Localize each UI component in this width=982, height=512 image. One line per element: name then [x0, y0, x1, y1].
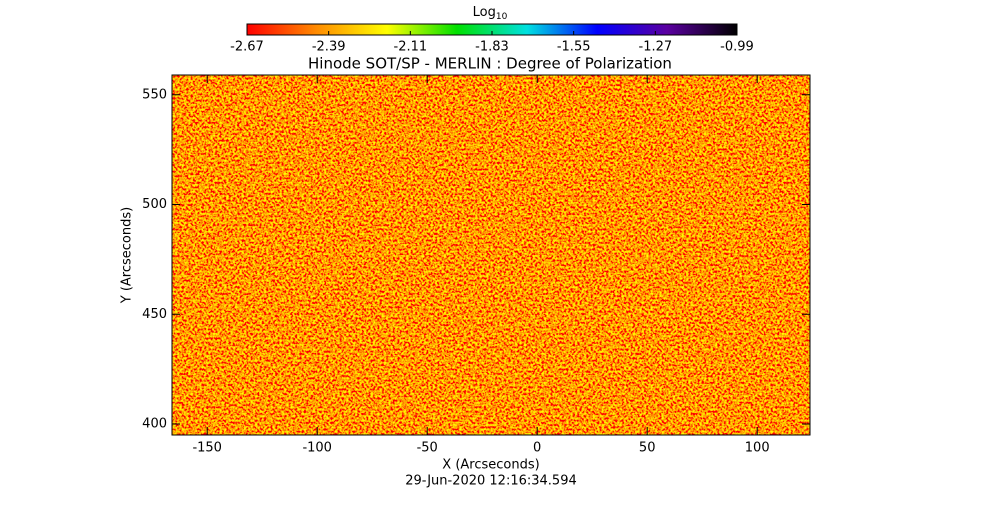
- x-tick-label: 50: [639, 441, 656, 456]
- footer-timestamp: 29-Jun-2020 12:16:34.594: [405, 474, 577, 489]
- y-axis-label: Y (Arcseconds): [120, 207, 135, 304]
- y-tick-label: 400: [142, 417, 167, 432]
- x-tick-label: -100: [302, 441, 332, 456]
- x-axis-label: X (Arcseconds): [442, 458, 539, 473]
- y-tick-label: 500: [142, 197, 167, 212]
- colorbar-tick-label: -2.11: [394, 40, 428, 55]
- x-tick-label: 0: [533, 441, 541, 456]
- colorbar-tick-label: -0.99: [720, 40, 754, 55]
- colorbar-label: Log10: [473, 5, 508, 22]
- chart-title: Hinode SOT/SP - MERLIN : Degree of Polar…: [308, 55, 672, 73]
- heatmap-texture: [172, 75, 810, 435]
- x-tick-label: -50: [417, 441, 438, 456]
- x-tick-label: 100: [745, 441, 770, 456]
- colorbar-tick-label: -2.67: [230, 40, 264, 55]
- plot-frame: [171, 74, 811, 436]
- colorbar-tick-label: -2.39: [312, 40, 346, 55]
- y-tick-label: 550: [142, 87, 167, 102]
- y-tick-label: 450: [142, 307, 167, 322]
- colorbar-tick-label: -1.27: [639, 40, 673, 55]
- x-tick-label: -150: [192, 441, 222, 456]
- colorbar-tick-label: -1.83: [475, 40, 509, 55]
- colorbar-tick-label: -1.55: [557, 40, 591, 55]
